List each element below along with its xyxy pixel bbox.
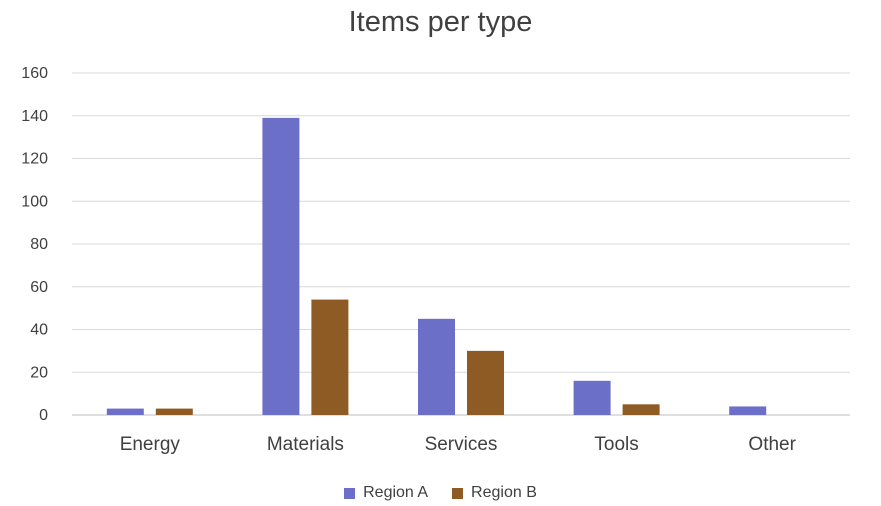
y-tick-label-100: 100 [21, 193, 48, 210]
bar-energy-series-a [106, 408, 144, 415]
legend-swatch-series-a [344, 487, 356, 499]
y-tick-label-60: 60 [30, 279, 48, 296]
y-tick-label-80: 80 [30, 236, 48, 253]
legend-label-series-b: Region B [471, 484, 537, 501]
bar-services-series-a [418, 318, 455, 415]
legend-swatch-series-b [452, 487, 464, 499]
bar-energy-series-b [155, 408, 193, 415]
bar-services-series-b [467, 350, 504, 415]
chart-legend: Region A Region B [0, 484, 881, 502]
bar-other-series-a [729, 406, 767, 415]
bar-materials-series-b [311, 299, 349, 415]
bar-materials-series-a [262, 117, 300, 415]
y-tick-label-120: 120 [21, 151, 48, 168]
legend-item-series-b: Region B [452, 484, 537, 502]
x-tick-label-services: Services [425, 434, 498, 455]
y-tick-label-20: 20 [30, 364, 48, 381]
y-tick-label-160: 160 [21, 65, 48, 82]
bar-tools-series-a [573, 380, 611, 415]
chart-title: Items per type [348, 6, 533, 38]
bar-tools-series-b [622, 404, 660, 415]
x-tick-label-materials: Materials [267, 434, 344, 455]
legend-label-series-a: Region A [363, 484, 429, 501]
y-tick-label-140: 140 [21, 108, 48, 125]
x-tick-label-other: Other [748, 434, 796, 455]
x-tick-label-tools: Tools [594, 434, 638, 455]
legend-item-series-a: Region A [344, 484, 428, 502]
y-tick-label-40: 40 [30, 322, 48, 339]
y-tick-label-0: 0 [39, 407, 48, 424]
x-tick-label-energy: Energy [120, 434, 181, 455]
